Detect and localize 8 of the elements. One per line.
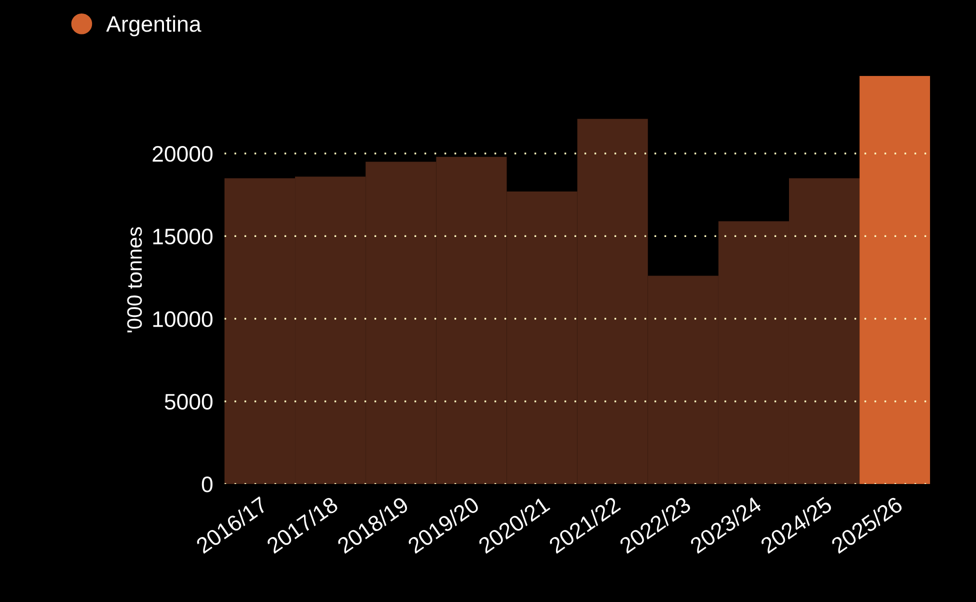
y-axis-title: '000 tonnes [127,227,142,332]
y-tick-label: 15000 [153,228,213,244]
y-tick-label: 20000 [152,146,213,162]
legend-label: Argentina [106,16,202,36]
y-tick-label: 0 [202,476,212,492]
y-tick-label: 10000 [153,311,213,328]
bar [860,76,930,484]
y-tick-label: 5000 [164,394,213,410]
